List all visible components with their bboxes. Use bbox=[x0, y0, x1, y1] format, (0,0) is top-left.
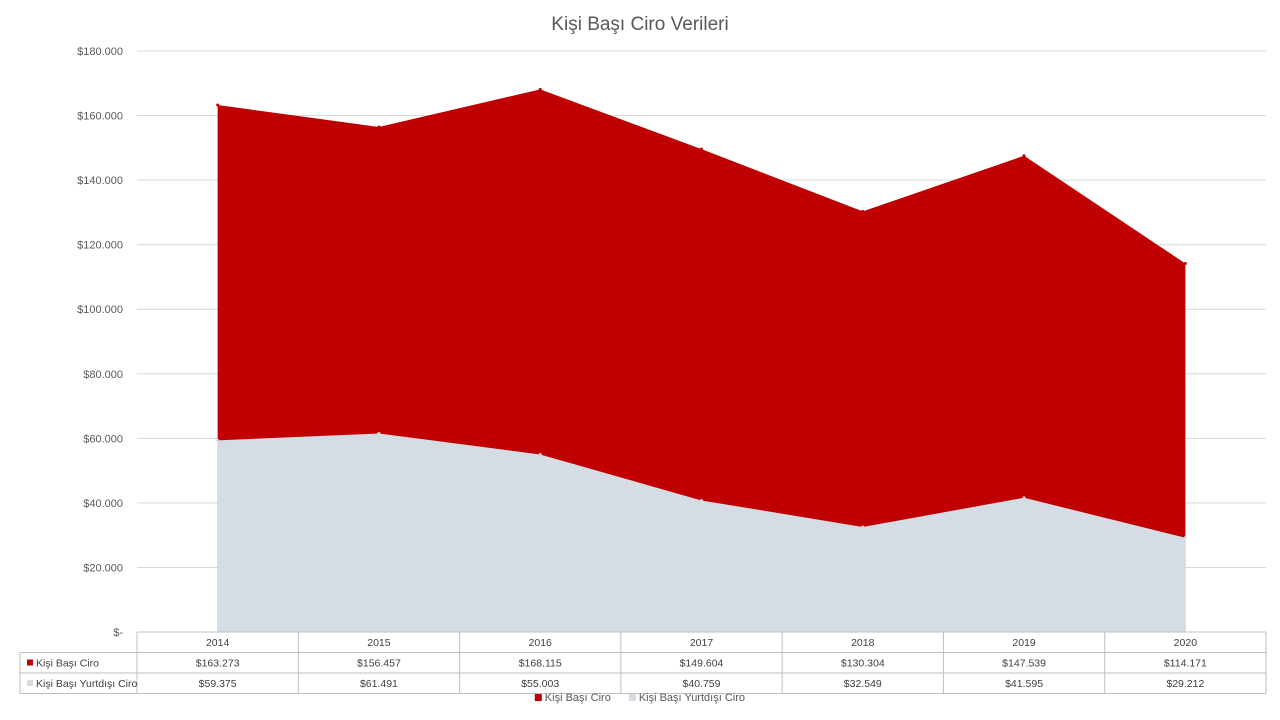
y-tick-label: $140.000 bbox=[77, 175, 123, 187]
data-label: $32.549 bbox=[844, 678, 882, 690]
data-label: $41.595 bbox=[1005, 678, 1043, 690]
x-tick-label: 2020 bbox=[1174, 637, 1198, 649]
data-point bbox=[700, 498, 703, 502]
legend-item: Kişi Başı Yurtdışı Ciro bbox=[639, 692, 745, 704]
y-tick-label: $160.000 bbox=[77, 111, 123, 123]
area-series bbox=[216, 87, 1187, 633]
y-tick-label: $120.000 bbox=[77, 240, 123, 252]
table-series-name: Kişi Başı Yurtdışı Ciro bbox=[36, 678, 138, 690]
legend: Kişi Başı Ciro Kişi Başı Yurtdışı Ciro bbox=[534, 692, 745, 704]
legend-key bbox=[628, 694, 636, 701]
data-label: $55.003 bbox=[521, 678, 559, 690]
data-label: $29.212 bbox=[1166, 678, 1204, 690]
data-label: $114.171 bbox=[1164, 658, 1207, 670]
data-label: $130.304 bbox=[841, 658, 885, 670]
x-tick-label: 2016 bbox=[529, 637, 553, 649]
x-tick-label: 2019 bbox=[1012, 637, 1036, 649]
data-point bbox=[216, 438, 220, 442]
data-point bbox=[1022, 496, 1026, 500]
data-label: $156.457 bbox=[357, 658, 401, 670]
data-point bbox=[861, 209, 865, 213]
data-label: $59.375 bbox=[199, 678, 237, 690]
data-table: 2014 2015 2016 2017 2018 2019 2020 Kişi Başı Ci… bbox=[19, 631, 1267, 694]
table-series-name: Kişi Başı Ciro bbox=[36, 658, 99, 670]
y-tick-label: $80.000 bbox=[83, 369, 123, 381]
y-axis: $- $20.000 $40.000 $60.000 $80.000 $100.000 $1… bbox=[77, 46, 123, 639]
table-legend-key bbox=[27, 659, 33, 666]
data-label: $61.491 bbox=[360, 678, 398, 690]
x-tick-label: 2017 bbox=[690, 637, 714, 649]
x-tick-label: 2015 bbox=[367, 637, 391, 649]
legend-item: Kişi Başı Ciro bbox=[545, 692, 611, 704]
legend-key bbox=[534, 694, 542, 701]
table-legend-key bbox=[27, 680, 33, 686]
x-tick-label: 2018 bbox=[851, 637, 875, 649]
x-tick-label: 2014 bbox=[206, 637, 230, 649]
y-tick-label: $180.000 bbox=[77, 46, 123, 58]
data-point bbox=[216, 103, 220, 107]
data-label: $168.115 bbox=[519, 658, 562, 670]
data-point bbox=[1183, 536, 1187, 540]
data-point bbox=[700, 147, 703, 151]
y-tick-label: $- bbox=[113, 627, 123, 639]
data-label: $40.759 bbox=[683, 678, 721, 690]
data-point bbox=[861, 525, 865, 529]
y-tick-label: $60.000 bbox=[83, 433, 123, 445]
area-series-2 bbox=[217, 433, 1186, 632]
data-point bbox=[538, 452, 542, 456]
data-point bbox=[1183, 261, 1187, 265]
data-label: $149.604 bbox=[680, 658, 724, 670]
data-label: $163.273 bbox=[196, 658, 240, 670]
y-tick-label: $40.000 bbox=[83, 498, 123, 510]
data-point bbox=[377, 432, 381, 436]
y-tick-label: $20.000 bbox=[83, 562, 123, 574]
chart-title: Kişi Başı Ciro Verileri bbox=[551, 14, 728, 35]
data-point bbox=[538, 87, 542, 91]
data-label: $147.539 bbox=[1002, 658, 1046, 670]
y-tick-label: $100.000 bbox=[77, 304, 123, 316]
data-point bbox=[1022, 154, 1026, 158]
data-point bbox=[377, 125, 381, 129]
